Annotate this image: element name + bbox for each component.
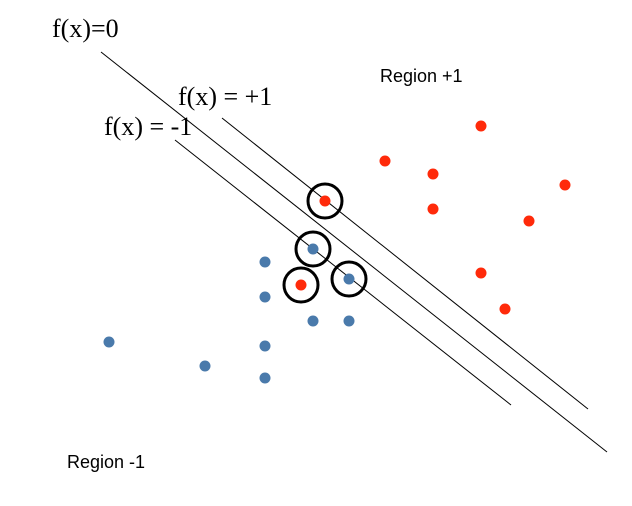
- positive-point: [475, 267, 487, 279]
- positive-margin-label: f(x) = +1: [178, 82, 272, 111]
- decision-boundary-label: f(x)=0: [52, 14, 119, 43]
- negative-margin-line: [174, 139, 512, 406]
- positive-point: [379, 155, 391, 167]
- negative-point: [259, 372, 271, 384]
- region-plus-label: Region +1: [380, 66, 463, 86]
- positive-point: [319, 195, 331, 207]
- region-minus-label: Region -1: [67, 452, 145, 472]
- positive-point: [523, 215, 535, 227]
- negative-point: [307, 243, 319, 255]
- positive-point: [475, 120, 487, 132]
- support-vector-ring: [282, 266, 320, 304]
- support-vector-ring: [330, 260, 368, 298]
- positive-point: [427, 203, 439, 215]
- negative-point: [343, 273, 355, 285]
- positive-point: [559, 179, 571, 191]
- support-vector-ring: [306, 182, 344, 220]
- support-vector-ring: [294, 230, 332, 268]
- negative-margin-label: f(x) = -1: [104, 112, 192, 141]
- negative-point: [199, 360, 211, 372]
- positive-point: [295, 279, 307, 291]
- negative-point: [259, 291, 271, 303]
- decision-boundary-line: [100, 51, 608, 453]
- negative-point: [307, 315, 319, 327]
- negative-point: [259, 256, 271, 268]
- positive-margin-line: [221, 117, 589, 410]
- negative-point: [343, 315, 355, 327]
- data-points: [103, 120, 571, 384]
- negative-point: [103, 336, 115, 348]
- negative-point: [259, 340, 271, 352]
- positive-point: [499, 303, 511, 315]
- positive-point: [427, 168, 439, 180]
